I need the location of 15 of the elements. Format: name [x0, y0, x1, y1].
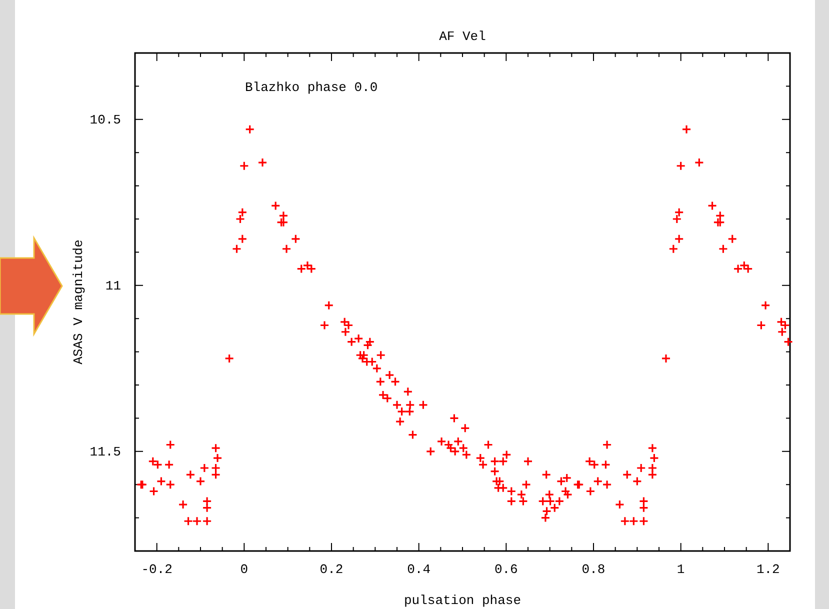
- y-axis-title: ASAS V magnitude: [71, 240, 86, 364]
- x-tick-label: 1: [676, 562, 685, 577]
- chart-title: AF Vel: [439, 29, 486, 44]
- x-tick-label: 0.4: [407, 562, 431, 577]
- y-tick-label: 10.5: [90, 112, 121, 128]
- x-tick-label: 0: [240, 562, 248, 577]
- x-tick-label: -0.2: [141, 562, 172, 577]
- x-axis-title: pulsation phase: [404, 593, 522, 608]
- y-tick-label: 11.5: [90, 444, 121, 460]
- y-tick-label: 11: [105, 278, 122, 294]
- annotation: Blazhko phase 0.0: [245, 80, 378, 95]
- x-tick-label: 0.6: [494, 562, 518, 577]
- x-tick-label: 1.2: [756, 562, 780, 577]
- x-tick-label: 0.8: [582, 562, 606, 577]
- x-tick-label: 0.2: [320, 562, 344, 577]
